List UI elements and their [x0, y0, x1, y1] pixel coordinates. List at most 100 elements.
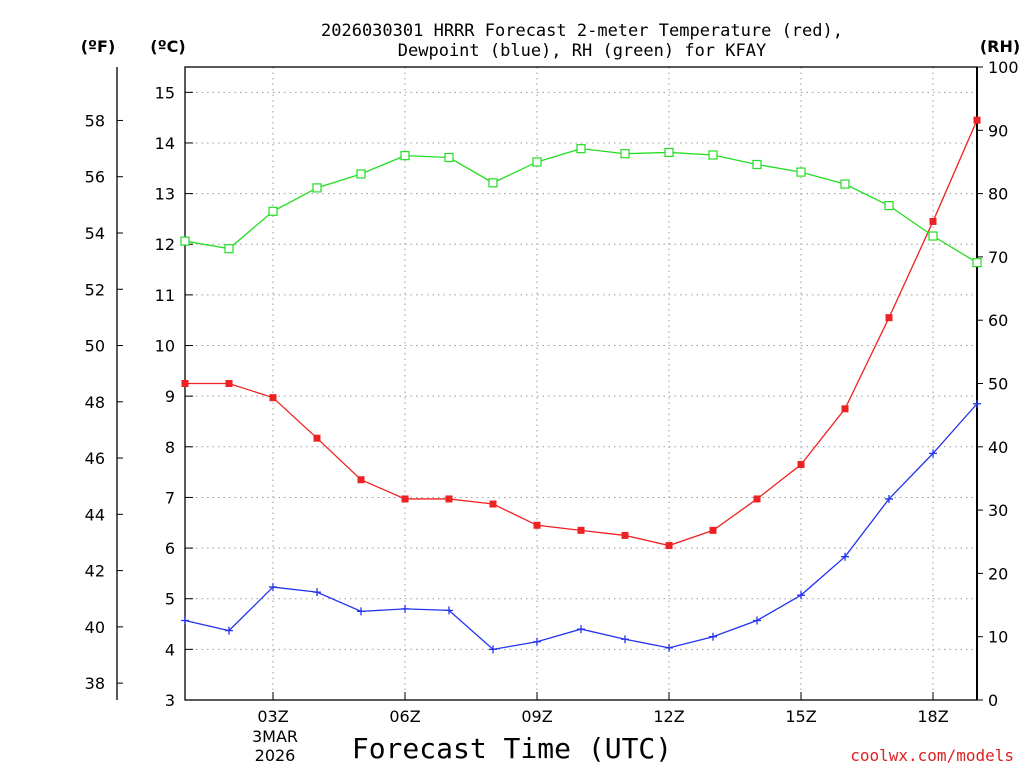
chart-title-line2: Dewpoint (blue), RH (green) for KFAY [398, 41, 766, 61]
rh-tick-label: 80 [988, 185, 1008, 204]
rh-point [708, 150, 718, 160]
rh-point [972, 257, 982, 268]
rh-tick-label: 50 [988, 375, 1008, 394]
plot-frame [184, 66, 978, 701]
axis-ticks: 03Z 06Z 09Z 12Z 15Z 18Z3456789101112131415384… [85, 58, 1019, 726]
2-meter-temperature-point [709, 526, 717, 534]
rh-tick-label: 20 [988, 564, 1008, 583]
celsius-tick-label: 11 [155, 286, 175, 305]
rh-axis-label: (RH) [980, 37, 1020, 56]
2-meter-temperature-point [489, 500, 497, 508]
rh-tick-label: 60 [988, 311, 1008, 330]
2-meter-temperature-point [357, 476, 365, 484]
2-meter-temperature-point [885, 314, 893, 322]
rh-point [796, 167, 806, 177]
2-meter-temperature-point [621, 531, 629, 539]
fahrenheit-tick-label: 48 [85, 393, 105, 412]
celsius-tick-label: 15 [155, 83, 175, 102]
rh-tick-label: 90 [988, 121, 1008, 140]
rh-point [532, 157, 542, 167]
fahrenheit-tick-label: 52 [85, 280, 105, 299]
dewpoint-line [184, 403, 978, 651]
series-layer [180, 116, 982, 654]
fahrenheit-tick-label: 58 [85, 111, 105, 130]
dewpoint-point [885, 494, 893, 503]
2-meter-temperature-point [973, 116, 981, 124]
rh-point [840, 179, 850, 189]
rh-line [184, 147, 978, 264]
fahrenheit-tick-label: 40 [85, 618, 105, 637]
x-axis-title: Forecast Time (UTC) [352, 732, 672, 765]
dewpoint-point [665, 643, 673, 652]
x-tick-label: 12Z [653, 707, 684, 726]
2-meter-temperature-point [269, 394, 277, 402]
dewpoint-point [489, 645, 497, 654]
dewpoint-point [973, 399, 981, 408]
rh-point [576, 144, 586, 154]
rh-point [928, 231, 938, 241]
rh-point [488, 178, 498, 188]
dewpoint-point [313, 588, 321, 597]
rh-tick-label: 0 [988, 691, 998, 710]
dewpoint-point [753, 616, 761, 625]
celsius-tick-label: 10 [155, 337, 175, 356]
rh-point [620, 149, 630, 159]
2-meter-temperature-point [841, 405, 849, 413]
dewpoint-point [225, 626, 233, 635]
dewpoint-point [929, 449, 937, 458]
x-tick-label: 15Z [785, 707, 816, 726]
dewpoint-point [445, 606, 453, 615]
dewpoint-point [357, 607, 365, 616]
rh-point [752, 159, 762, 170]
fahrenheit-tick-label: 56 [85, 168, 105, 187]
fahrenheit-tick-label: 54 [85, 224, 105, 243]
2-meter-temperature-line [185, 119, 978, 547]
2-meter-temperature-point [445, 495, 453, 503]
fahrenheit-tick-label: 46 [85, 449, 105, 468]
fahrenheit-tick-label: 50 [85, 337, 105, 356]
rh-point [444, 152, 454, 163]
celsius-tick-label: 6 [165, 539, 175, 558]
fahrenheit-tick-label: 42 [85, 562, 105, 581]
dewpoint-point [577, 625, 585, 634]
watermark: coolwx.com/models [850, 746, 1014, 765]
rh-point [268, 206, 278, 216]
celsius-tick-label: 8 [165, 438, 175, 457]
rh-tick-label: 100 [988, 58, 1019, 77]
x-tick-label: 09Z [521, 707, 552, 726]
rh-tick-label: 30 [988, 501, 1008, 520]
rh-tick-label: 40 [988, 438, 1008, 457]
rh-point [312, 183, 322, 193]
fahrenheit-axis-label: (ºF) [81, 37, 116, 56]
chart-title-line1: 2026030301 HRRR Forecast 2-meter Tempera… [321, 21, 843, 41]
rh-point [664, 147, 674, 158]
celsius-axis-label: (ºC) [150, 37, 185, 56]
celsius-tick-label: 5 [165, 590, 175, 609]
celsius-tick-label: 3 [165, 691, 175, 710]
rh-point [180, 236, 190, 246]
2-meter-temperature-point [929, 217, 937, 225]
x-tick-label: 06Z [389, 707, 420, 726]
rh-tick-label: 70 [988, 248, 1008, 267]
dewpoint-point [621, 635, 629, 644]
celsius-tick-label: 13 [155, 185, 175, 204]
date-label-month: 3MAR [252, 727, 298, 746]
dewpoint-point [841, 552, 849, 561]
date-label-year: 2026 [255, 746, 296, 765]
rh-tick-label: 10 [988, 628, 1008, 647]
2-meter-temperature-point [225, 380, 233, 387]
2-meter-temperature-point [797, 461, 805, 469]
dewpoint-point [269, 583, 277, 592]
2-meter-temperature-point [181, 380, 189, 387]
2-meter-temperature-point [665, 542, 673, 550]
grid-lines [185, 67, 977, 700]
x-tick-label: 03Z [257, 707, 288, 726]
2-meter-temperature-point [401, 495, 409, 503]
2-meter-temperature-point [313, 434, 321, 442]
celsius-tick-label: 12 [155, 235, 175, 254]
rh-point [356, 169, 366, 179]
dewpoint-point [181, 616, 189, 625]
fahrenheit-tick-label: 44 [85, 505, 105, 524]
rh-point [224, 244, 234, 254]
